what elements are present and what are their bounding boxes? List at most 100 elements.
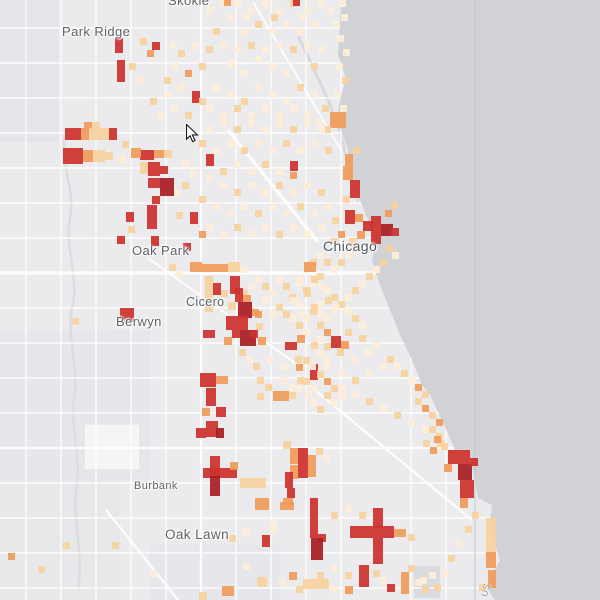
heat-cell xyxy=(160,178,174,196)
heat-cell xyxy=(148,162,160,176)
heat-cell xyxy=(289,392,296,399)
heat-cell xyxy=(248,7,255,14)
heat-cell xyxy=(200,373,216,387)
mouse-cursor xyxy=(186,124,199,143)
heat-cell xyxy=(296,301,303,308)
heat-cell xyxy=(140,150,154,160)
heat-cell xyxy=(262,283,269,290)
heat-cell xyxy=(65,128,73,140)
heat-cell xyxy=(150,98,157,105)
heat-cell xyxy=(281,377,288,384)
heat-cell xyxy=(304,231,311,238)
heat-cell xyxy=(283,98,290,105)
heat-cell xyxy=(297,84,304,91)
heat-cell xyxy=(290,126,297,133)
heat-cell xyxy=(285,472,293,488)
heat-cell xyxy=(227,14,234,21)
heat-cell xyxy=(255,21,262,28)
heat-cell xyxy=(318,224,325,231)
heat-cell xyxy=(210,476,220,496)
heat-cell xyxy=(373,266,380,273)
heat-cell xyxy=(324,126,331,133)
heat-cell xyxy=(310,364,318,380)
heat-cell xyxy=(283,140,290,147)
heat-cell xyxy=(304,120,311,127)
heat-cell xyxy=(325,203,332,210)
heat-cell xyxy=(112,542,119,549)
heat-cell xyxy=(408,419,415,426)
heat-cell xyxy=(262,189,269,196)
heat-cell xyxy=(311,91,318,98)
heat-cell xyxy=(234,189,241,196)
heat-cell xyxy=(436,419,443,426)
heat-cell xyxy=(401,370,408,377)
heat-cell xyxy=(206,421,218,437)
heat-cell xyxy=(276,168,283,175)
heat-cell xyxy=(331,586,338,593)
heat-cell xyxy=(290,172,297,179)
heat-cell xyxy=(248,112,255,119)
heat-cell xyxy=(199,196,206,203)
heat-cell xyxy=(129,63,136,70)
heat-cell xyxy=(338,231,345,238)
heat-cell xyxy=(206,46,213,53)
heat-cell xyxy=(311,342,318,349)
heat-cell xyxy=(371,216,381,244)
heat-cell xyxy=(352,315,359,322)
heat-cell xyxy=(359,565,369,587)
heat-cell xyxy=(324,315,331,322)
heat-cell xyxy=(303,329,310,336)
heat-cell xyxy=(170,42,177,49)
heat-cell xyxy=(178,50,185,57)
heat-cell xyxy=(199,140,206,147)
heat-cell xyxy=(380,259,387,266)
heat-cell xyxy=(296,364,303,371)
lake-michigan xyxy=(337,0,600,600)
heat-cell xyxy=(118,155,126,163)
heat-cell xyxy=(429,412,436,419)
heat-cell xyxy=(256,323,263,330)
heat-cell xyxy=(220,0,227,7)
heat-cell xyxy=(343,49,350,56)
heat-cell xyxy=(122,141,129,148)
heat-cell xyxy=(415,579,422,586)
heat-cell xyxy=(255,276,262,283)
heat-cell xyxy=(324,392,331,399)
heat-cell xyxy=(203,330,215,338)
heat-cell xyxy=(117,236,125,244)
heat-cell xyxy=(154,150,164,158)
heat-cell xyxy=(227,91,234,98)
heat-cell xyxy=(303,357,310,364)
heat-cell xyxy=(297,28,304,35)
heat-cell xyxy=(311,276,318,283)
heat-cell xyxy=(269,311,276,318)
heat-cell xyxy=(340,105,347,112)
heat-cell xyxy=(269,91,276,98)
heat-cell xyxy=(206,224,213,231)
heat-cell xyxy=(296,586,303,593)
heat-cell xyxy=(276,112,283,119)
heat-cell xyxy=(235,288,243,302)
heat-cell xyxy=(199,231,206,238)
heat-cell xyxy=(206,388,216,406)
heat-cell xyxy=(304,42,311,49)
heat-cell xyxy=(234,126,241,133)
heat-cell xyxy=(97,128,109,140)
heat-cell xyxy=(248,283,255,290)
heat-cell xyxy=(147,50,154,57)
heat-cell xyxy=(352,287,359,294)
heat-cell xyxy=(297,335,305,343)
heat-cell xyxy=(220,231,227,238)
heat-cell xyxy=(283,498,293,506)
heat-cell xyxy=(304,7,311,14)
heat-cell xyxy=(290,465,298,479)
heat-cell xyxy=(324,378,331,385)
heat-cell xyxy=(276,182,283,189)
heat-cell xyxy=(246,356,253,363)
heat-cell xyxy=(140,162,148,174)
heat-cell xyxy=(429,426,436,433)
heat-cell xyxy=(311,140,318,147)
heat-cell xyxy=(234,46,241,53)
heat-cell xyxy=(365,349,372,356)
